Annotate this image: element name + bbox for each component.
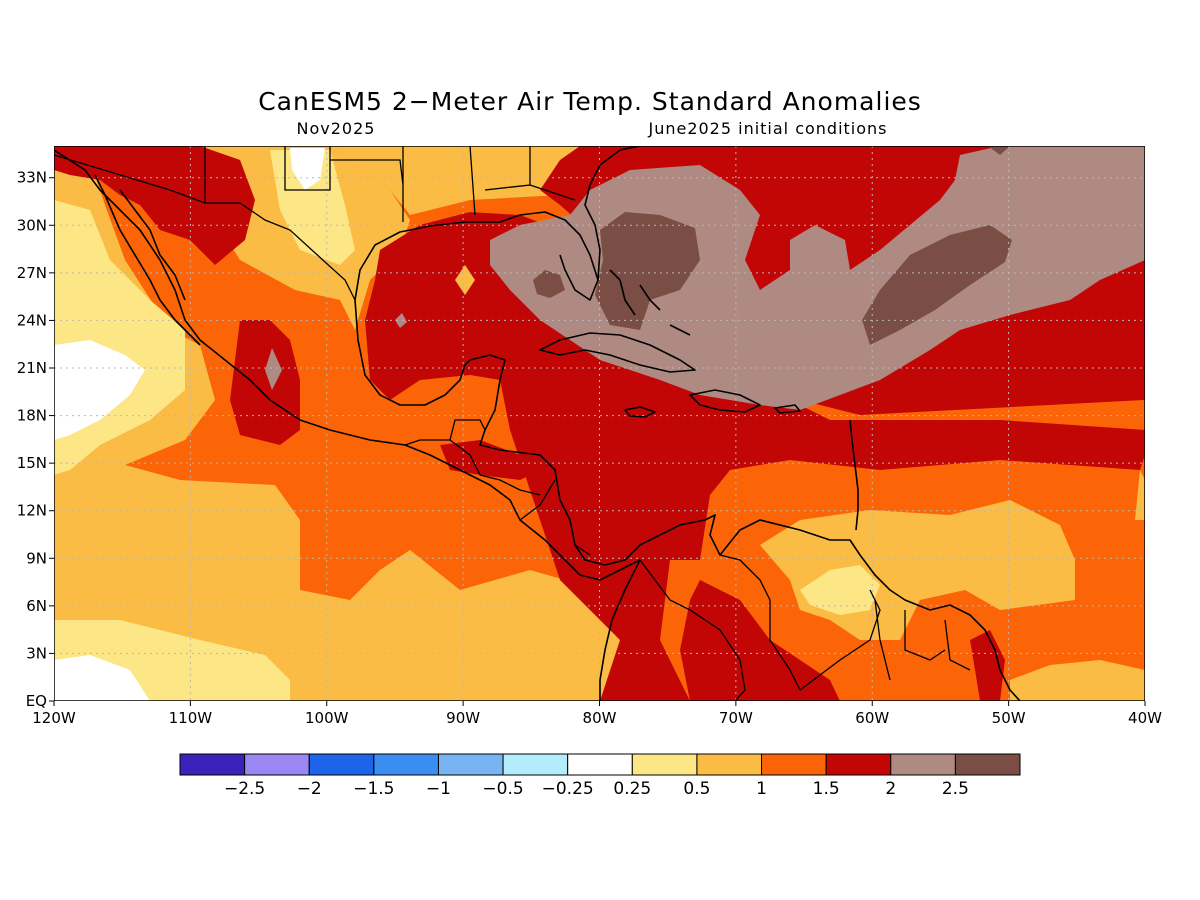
lon-tick-label: 80W bbox=[583, 709, 617, 727]
colorbar-swatch bbox=[696, 753, 763, 776]
anomaly-fill-white-pacific-south bbox=[54, 655, 150, 701]
anomaly-fill-1p5-amazon bbox=[680, 580, 840, 701]
lat-tick-label: 30N bbox=[17, 216, 47, 234]
colorbar-swatch bbox=[954, 753, 1021, 776]
coastline-north-america-pacific bbox=[54, 149, 641, 581]
anomaly-fill-0p25-texas bbox=[270, 150, 355, 265]
coastline-bahamas bbox=[609, 269, 691, 336]
colorbar-label: 1.5 bbox=[813, 779, 840, 799]
lon-tick-label: 40W bbox=[1128, 709, 1162, 727]
lon-tick-label: 50W bbox=[992, 709, 1026, 727]
anomaly-fill-2p0-atlantic bbox=[490, 146, 1145, 410]
lat-tick-label: 27N bbox=[17, 264, 47, 282]
colorbar-label: −1.5 bbox=[353, 779, 394, 799]
subtitle-initial-conditions: June2025 initial conditions bbox=[647, 119, 887, 138]
anomaly-fill-2p5-florida-west bbox=[533, 270, 565, 298]
colorbar-label: −2 bbox=[297, 779, 322, 799]
lon-tick-label: 90W bbox=[446, 709, 480, 727]
coastline-jamaica bbox=[624, 406, 656, 418]
border-us-mexico bbox=[54, 154, 356, 301]
latitude-axis: EQ 3N 6N 9N 12N 15N 18N 21N 24N 27N 30N 33N bbox=[17, 169, 54, 710]
colorbar-swatch bbox=[825, 753, 892, 776]
anomaly-fill-1p5-gulf-caribbean bbox=[365, 212, 1145, 701]
anomaly-fill-0p5-tropical-atlantic bbox=[1135, 470, 1145, 520]
coastline-south-america-pacific bbox=[599, 559, 641, 701]
lat-tick-label: EQ bbox=[26, 692, 47, 710]
colorbar-label: 1 bbox=[756, 779, 767, 799]
lat-tick-label: 21N bbox=[17, 359, 47, 377]
colorbar-swatch bbox=[567, 753, 633, 776]
anomaly-fill-1p5-amazon-east bbox=[970, 630, 1005, 701]
colorbar-label: 2.5 bbox=[942, 779, 969, 799]
anomaly-fill-0p5-east-pacific bbox=[54, 146, 655, 701]
anomaly-fill-2p5-north bbox=[988, 146, 1010, 155]
lat-tick-label: 6N bbox=[26, 597, 47, 615]
anomaly-fill-1p5-southwest-mexico bbox=[230, 320, 300, 445]
coastline-us-atlantic bbox=[584, 146, 641, 281]
lon-tick-label: 100W bbox=[305, 709, 349, 727]
colorbar-label: 0.5 bbox=[683, 779, 710, 799]
coastlines bbox=[54, 146, 1021, 701]
anomaly-fill-mexico-spot bbox=[265, 348, 282, 390]
colorbar-swatch bbox=[308, 753, 375, 776]
longitude-axis: 120W 110W 100W 90W 80W 70W 60W 50W 40W bbox=[32, 701, 1162, 727]
coastline-lesser-antilles bbox=[849, 419, 859, 531]
colorbar-swatch bbox=[244, 753, 310, 776]
anomaly-fill-white-pacific bbox=[54, 340, 145, 440]
lat-tick-label: 33N bbox=[17, 169, 47, 187]
anomaly-fill-2p5-subtropical-atlantic bbox=[862, 225, 1012, 345]
coastline-baja bbox=[94, 174, 201, 346]
colorbar-swatch bbox=[890, 753, 956, 776]
lat-tick-label: 9N bbox=[26, 549, 47, 567]
coastline-gulf-of-mexico bbox=[354, 211, 599, 431]
anomaly-fill-white-texas bbox=[290, 148, 325, 190]
chart-title: CanESM5 2−Meter Air Temp. Standard Anoma… bbox=[258, 87, 922, 116]
anomaly-fill-1p5-honduras bbox=[440, 440, 540, 480]
lat-tick-label: 24N bbox=[17, 311, 47, 329]
anomaly-fill-2p5-bahamas bbox=[595, 212, 700, 330]
colorbar-label: −0.25 bbox=[542, 779, 594, 799]
border-south-america bbox=[639, 554, 971, 701]
anomaly-fill-0p25-guiana bbox=[800, 565, 880, 615]
anomaly-fill-gulf-spot-2 bbox=[395, 313, 407, 328]
lon-tick-label: 70W bbox=[719, 709, 753, 727]
coastline-cuba bbox=[539, 332, 696, 373]
colorbar-label: 2 bbox=[885, 779, 896, 799]
coastline-hispaniola bbox=[689, 389, 761, 413]
colorbar-swatch bbox=[437, 753, 504, 776]
lon-tick-label: 120W bbox=[32, 709, 76, 727]
map-plot-area bbox=[54, 146, 1145, 701]
colorbar-label: −1 bbox=[426, 779, 451, 799]
lon-tick-label: 110W bbox=[169, 709, 213, 727]
colorbar-swatch bbox=[502, 753, 569, 776]
lat-tick-label: 18N bbox=[17, 407, 47, 425]
colorbar-legend: −2.5 −2 −1.5 −1 −0.5 −0.25 0.25 0.5 1 1.5 2 2.5 bbox=[179, 753, 1021, 799]
colorbar-label: −2.5 bbox=[224, 779, 265, 799]
colorbar-swatch bbox=[373, 753, 439, 776]
lat-tick-label: 15N bbox=[17, 454, 47, 472]
colorbar-swatch bbox=[179, 753, 246, 776]
lat-tick-label: 3N bbox=[26, 644, 47, 662]
border-us-states bbox=[204, 146, 576, 222]
lat-tick-label: 12N bbox=[17, 502, 47, 520]
colorbar-label: −0.5 bbox=[482, 779, 523, 799]
colorbar-swatch bbox=[761, 753, 827, 776]
lon-tick-label: 60W bbox=[855, 709, 889, 727]
country-borders bbox=[54, 146, 971, 701]
colorbar-swatch bbox=[631, 753, 698, 776]
colorbar-label: 0.25 bbox=[613, 779, 651, 799]
coastline-puerto-rico bbox=[774, 404, 801, 414]
border-central-america bbox=[404, 419, 591, 556]
subtitle-month: Nov2025 bbox=[297, 119, 376, 138]
anomaly-fill-0p5-southeast-atlantic bbox=[1010, 660, 1145, 701]
